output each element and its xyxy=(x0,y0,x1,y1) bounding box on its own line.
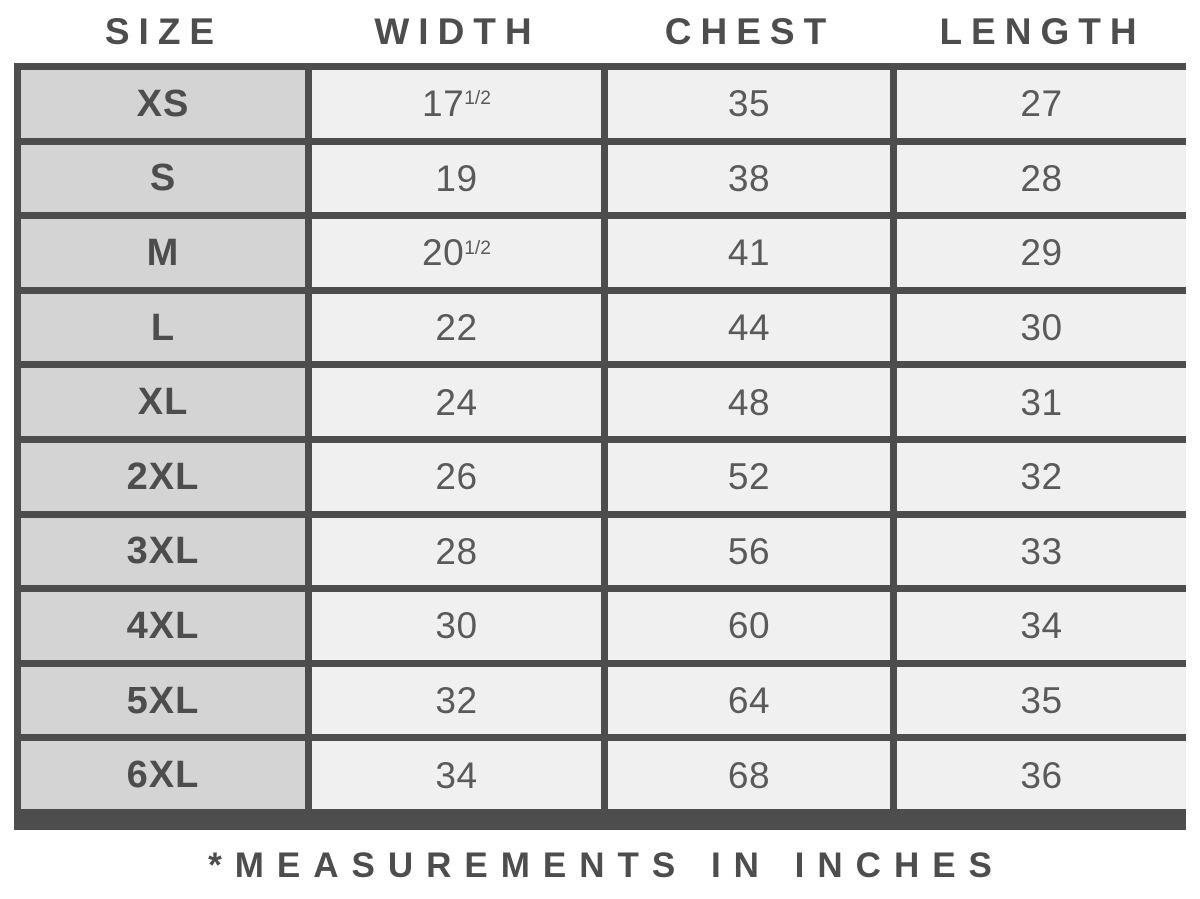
size-table-body: XS 171/2 35 27 S 19 38 28 M 201/2 41 29 L 22 44 30 XL 24 4… xyxy=(21,70,1186,809)
table-row: 4XL 30 60 34 xyxy=(21,592,1186,660)
table-row: 5XL 32 64 35 xyxy=(21,666,1186,735)
width-value-cell: 28 xyxy=(312,517,601,586)
column-header-chest: CHEST xyxy=(664,11,836,52)
chest-value-cell: 38 xyxy=(608,144,890,213)
table-column-headers: SIZE WIDTH CHEST LENGTH xyxy=(14,0,1186,63)
size-label-cell: XL xyxy=(21,368,305,436)
chest-value-cell: 68 xyxy=(608,741,890,809)
width-value: 28 xyxy=(435,530,478,572)
length-value-cell: 35 xyxy=(897,666,1186,735)
length-value-cell: 30 xyxy=(897,293,1186,362)
chest-value-cell: 64 xyxy=(608,666,890,735)
width-value-cell: 32 xyxy=(312,666,601,735)
size-table: XS 171/2 35 27 S 19 38 28 M 201/2 41 29 L 22 44 30 XL 24 4… xyxy=(14,63,1193,816)
column-header-size: SIZE xyxy=(104,11,224,52)
table-row: 2XL 26 52 32 xyxy=(21,442,1186,511)
width-value: 30 xyxy=(435,605,478,647)
width-value: 26 xyxy=(435,456,478,498)
width-value: 17 xyxy=(422,83,465,125)
size-label-cell: L xyxy=(21,293,305,362)
width-value-cell: 30 xyxy=(312,592,601,660)
chest-value-cell: 52 xyxy=(608,442,890,511)
size-label-cell: XS xyxy=(21,70,305,138)
chest-value-cell: 35 xyxy=(608,70,890,138)
length-value-cell: 32 xyxy=(897,442,1186,511)
chest-value-cell: 56 xyxy=(608,517,890,586)
width-value: 20 xyxy=(422,232,465,274)
length-value-cell: 27 xyxy=(897,70,1186,138)
width-value-cell: 201/2 xyxy=(312,219,601,287)
table-row: S 19 38 28 xyxy=(21,144,1186,213)
table-row: XL 24 48 31 xyxy=(21,368,1186,436)
width-value: 32 xyxy=(435,680,478,722)
chest-value-cell: 48 xyxy=(608,368,890,436)
size-label-cell: 2XL xyxy=(21,442,305,511)
length-value-cell: 36 xyxy=(897,741,1186,809)
width-value: 24 xyxy=(435,381,478,423)
size-label-cell: S xyxy=(21,144,305,213)
table-row: XS 171/2 35 27 xyxy=(21,70,1186,138)
size-label-cell: 5XL xyxy=(21,666,305,735)
width-fraction: 1/2 xyxy=(464,237,491,259)
table-row: 6XL 34 68 36 xyxy=(21,741,1186,809)
width-value: 34 xyxy=(435,754,478,796)
column-header-width: WIDTH xyxy=(374,11,541,52)
width-fraction: 1/2 xyxy=(464,88,491,110)
width-value: 19 xyxy=(435,157,478,199)
table-row: L 22 44 30 xyxy=(21,293,1186,362)
length-value-cell: 28 xyxy=(897,144,1186,213)
column-header-length: LENGTH xyxy=(939,11,1146,52)
width-value: 22 xyxy=(435,307,478,349)
size-label-cell: 6XL xyxy=(21,741,305,809)
length-value-cell: 31 xyxy=(897,368,1186,436)
width-value-cell: 22 xyxy=(312,293,601,362)
width-value-cell: 26 xyxy=(312,442,601,511)
width-value-cell: 171/2 xyxy=(312,70,601,138)
chest-value-cell: 41 xyxy=(608,219,890,287)
size-label-cell: 3XL xyxy=(21,517,305,586)
table-row: 3XL 28 56 33 xyxy=(21,517,1186,586)
size-label-cell: M xyxy=(21,219,305,287)
length-value-cell: 34 xyxy=(897,592,1186,660)
table-row: M 201/2 41 29 xyxy=(21,219,1186,287)
width-value-cell: 34 xyxy=(312,741,601,809)
measurement-units-note: *MEASUREMENTS IN INCHES xyxy=(208,846,1005,885)
length-value-cell: 29 xyxy=(897,219,1186,287)
length-value-cell: 33 xyxy=(897,517,1186,586)
size-label-cell: 4XL xyxy=(21,592,305,660)
chest-value-cell: 60 xyxy=(608,592,890,660)
size-table-container: XS 171/2 35 27 S 19 38 28 M 201/2 41 29 L 22 44 30 XL 24 4… xyxy=(14,63,1186,830)
width-value-cell: 24 xyxy=(312,368,601,436)
chest-value-cell: 44 xyxy=(608,293,890,362)
width-value-cell: 19 xyxy=(312,144,601,213)
